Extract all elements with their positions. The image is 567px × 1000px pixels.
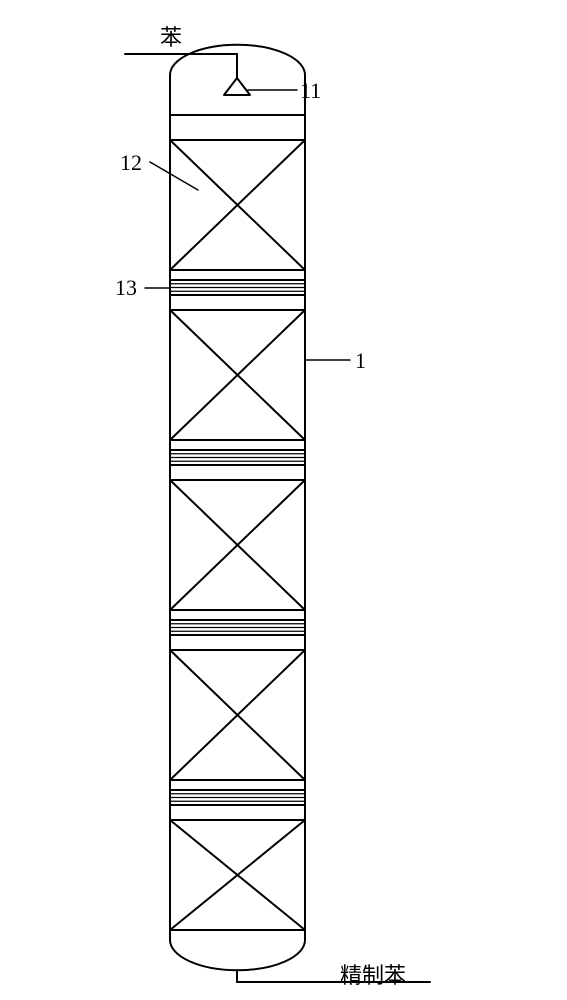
outlet-label: 精制苯 — [340, 958, 406, 990]
callout-1: 1 — [355, 348, 366, 374]
callout-13: 13 — [115, 275, 137, 301]
column-diagram — [0, 0, 567, 1000]
callout-12: 12 — [120, 150, 142, 176]
inlet-label: 苯 — [160, 20, 182, 52]
callout-11: 11 — [300, 78, 321, 104]
